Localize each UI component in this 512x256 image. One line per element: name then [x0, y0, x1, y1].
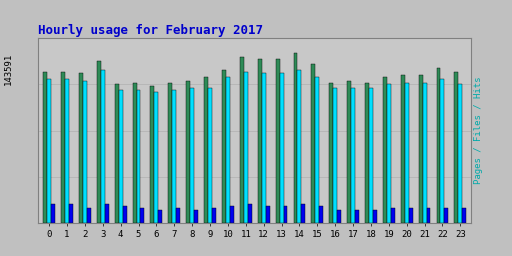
- Bar: [230, 206, 234, 223]
- Bar: [401, 75, 404, 223]
- Bar: [51, 204, 55, 223]
- Bar: [258, 59, 262, 223]
- Bar: [355, 210, 359, 223]
- Bar: [458, 84, 462, 223]
- Bar: [387, 84, 391, 223]
- Bar: [262, 73, 266, 223]
- Bar: [297, 70, 302, 223]
- Bar: [404, 83, 409, 223]
- Bar: [222, 70, 226, 223]
- Bar: [275, 59, 280, 223]
- Bar: [173, 90, 176, 223]
- Bar: [383, 77, 387, 223]
- Bar: [409, 208, 413, 223]
- Bar: [119, 90, 122, 223]
- Bar: [422, 83, 426, 223]
- Bar: [140, 208, 144, 223]
- Bar: [426, 208, 431, 223]
- Text: Hourly usage for February 2017: Hourly usage for February 2017: [38, 24, 263, 37]
- Bar: [302, 204, 305, 223]
- Bar: [333, 88, 337, 223]
- Bar: [208, 88, 212, 223]
- Bar: [365, 83, 369, 223]
- Bar: [311, 64, 315, 223]
- Bar: [240, 57, 244, 223]
- Bar: [455, 72, 458, 223]
- Bar: [293, 53, 297, 223]
- Bar: [419, 75, 422, 223]
- Bar: [194, 210, 198, 223]
- Bar: [391, 208, 395, 223]
- Bar: [337, 210, 341, 223]
- Bar: [168, 83, 173, 223]
- Bar: [65, 79, 69, 223]
- Bar: [158, 210, 162, 223]
- Bar: [347, 81, 351, 223]
- Bar: [151, 86, 155, 223]
- Bar: [176, 208, 180, 223]
- Bar: [47, 79, 51, 223]
- Bar: [204, 77, 208, 223]
- Bar: [226, 77, 230, 223]
- Bar: [155, 92, 158, 223]
- Bar: [369, 88, 373, 223]
- Bar: [444, 208, 449, 223]
- Bar: [190, 88, 194, 223]
- Bar: [122, 206, 126, 223]
- Bar: [133, 83, 137, 223]
- Bar: [319, 206, 323, 223]
- Bar: [97, 60, 101, 223]
- Text: 143591: 143591: [4, 53, 13, 86]
- Bar: [315, 77, 319, 223]
- Bar: [244, 72, 248, 223]
- Bar: [186, 81, 190, 223]
- Bar: [79, 73, 83, 223]
- Bar: [437, 68, 440, 223]
- Bar: [115, 84, 119, 223]
- Bar: [61, 72, 65, 223]
- Bar: [137, 90, 140, 223]
- Bar: [83, 81, 87, 223]
- Bar: [87, 208, 91, 223]
- Bar: [462, 208, 466, 223]
- Bar: [266, 206, 269, 223]
- Bar: [43, 72, 47, 223]
- Bar: [248, 204, 252, 223]
- Bar: [351, 88, 355, 223]
- Bar: [329, 83, 333, 223]
- Bar: [373, 210, 377, 223]
- Y-axis label: Pages / Files / Hits: Pages / Files / Hits: [474, 77, 483, 184]
- Bar: [440, 79, 444, 223]
- Bar: [69, 204, 73, 223]
- Bar: [101, 70, 105, 223]
- Bar: [280, 73, 284, 223]
- Bar: [212, 208, 216, 223]
- Bar: [105, 204, 109, 223]
- Bar: [284, 206, 287, 223]
